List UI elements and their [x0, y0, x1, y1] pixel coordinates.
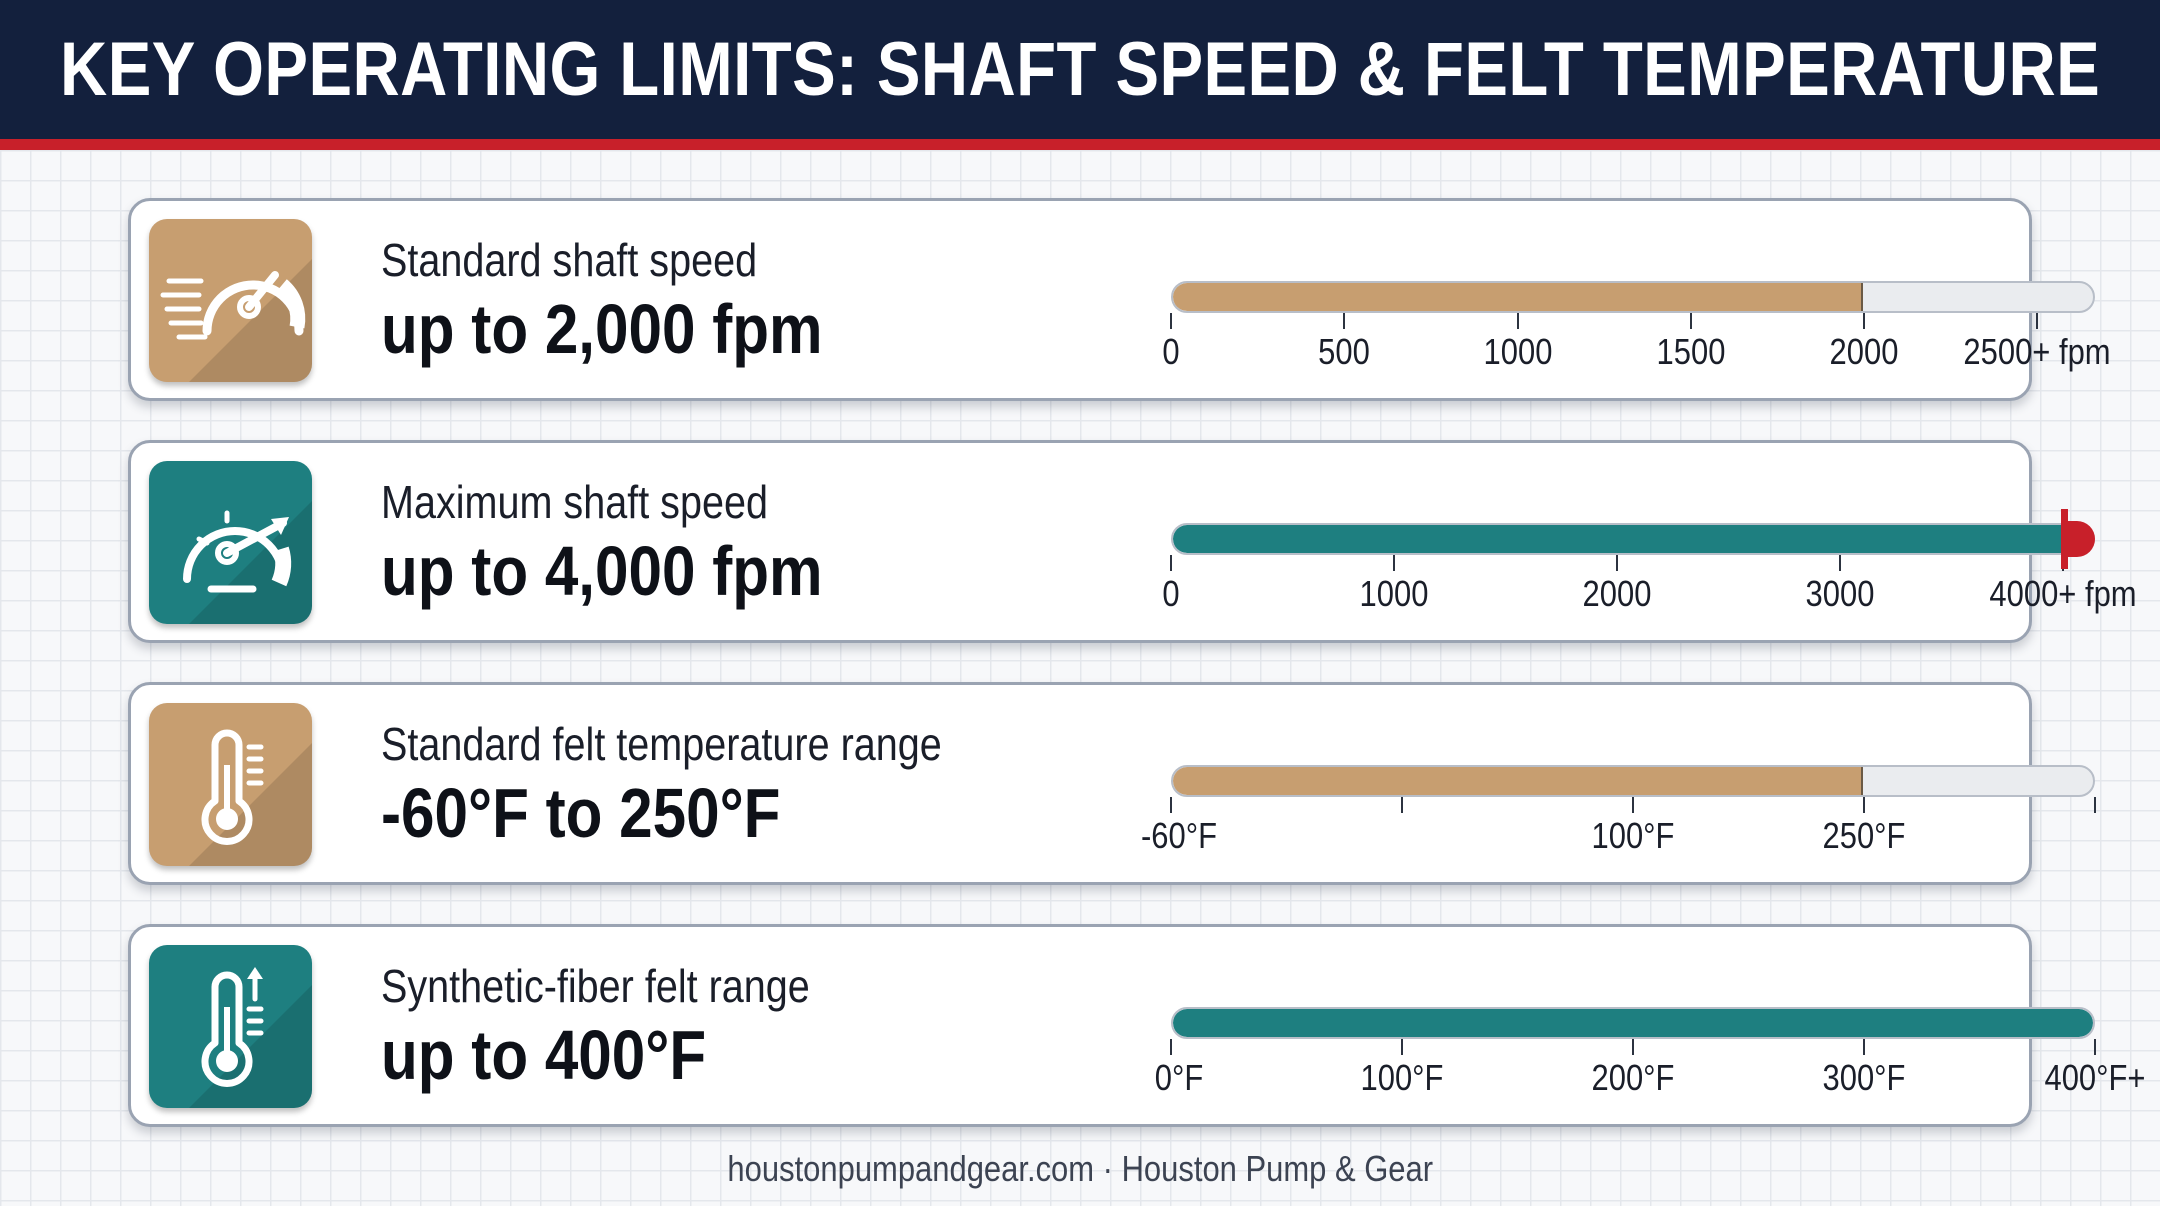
card-value: up to 2,000 fpm [381, 290, 823, 368]
gauge-tick [1516, 313, 1519, 329]
card-label: Synthetic-fiber felt range [381, 960, 810, 1012]
gauge-track [1171, 1007, 2095, 1039]
gauge-tick [2094, 1039, 2096, 1055]
max-speed-gauge: 0 1000 2000 3000 4000+ fpm [1131, 503, 2137, 614]
gauge-tick-label: 1000 [1483, 331, 1552, 372]
gauge-tick [1393, 555, 1396, 571]
gauge-tick-label: 4000+ fpm [1989, 573, 2137, 614]
gauge-tick [1170, 1039, 1172, 1055]
gauge-tick-label: 250°F [1822, 815, 1906, 856]
card-label: Standard shaft speed [381, 234, 758, 286]
card-standard-shaft-speed: Standard shaft speed up to 2,000 fpm 0 50… [128, 198, 2111, 401]
card-value: up to 4,000 fpm [381, 532, 823, 610]
gauge-track [1171, 523, 2095, 555]
footer-credit: houstonpumpandgear.com · Houston Pump & … [0, 1148, 2160, 1190]
gauge-tick-label: 3000 [1805, 573, 1875, 614]
thermometer-icon [149, 703, 312, 866]
gauge-tick-label: 200°F [1591, 1057, 1675, 1098]
card-standard-felt-temperature: Standard felt temperature range -60°F to… [128, 682, 2096, 885]
gauge-fill [1173, 525, 2093, 553]
gauge-tick-label: 100°F [1591, 815, 1675, 856]
gauge-tick [1616, 555, 1619, 571]
speedometer-icon [149, 461, 312, 624]
gauge-tick [1170, 797, 1172, 813]
gauge-track [1171, 281, 2095, 313]
gauge-fill [1173, 1009, 2093, 1037]
gauge-tick-label: 0 [1162, 573, 1180, 614]
thermometer-up-icon [149, 945, 312, 1108]
gauge-tick [1863, 313, 1865, 329]
gauge-tick [2036, 313, 2039, 329]
gauge-tick [1863, 1039, 1865, 1055]
gauge-tick [1863, 797, 1865, 813]
gauge-tick [1689, 313, 1692, 329]
card-value: up to 400°F [381, 1016, 707, 1094]
speed-gauge: 0 500 1000 1500 2000 2500+ fpm [1131, 261, 2111, 372]
gauge-tick-label: 0 [1162, 331, 1180, 372]
felt-temperature-gauge: -60°F 100°F 250°F [1131, 745, 2096, 856]
gauge-tick-label: 2500+ fpm [1963, 331, 2111, 372]
card-maximum-shaft-speed: Maximum shaft speed up to 4,000 fpm 0 100… [128, 440, 2137, 643]
gauge-tick-label: 0°F [1154, 1057, 1204, 1098]
header-banner: KEY OPERATING LIMITS: SHAFT SPEED & FELT… [0, 0, 2160, 150]
gauge-track [1171, 765, 2095, 797]
gauge-tick-label: 2000 [1582, 573, 1652, 614]
gauge-fill [1173, 767, 1863, 795]
card-synthetic-fiber-felt: Synthetic-fiber felt range up to 400°F 0… [128, 924, 2146, 1127]
gauge-tick-label: 300°F [1822, 1057, 1906, 1098]
gauge-tick [1401, 797, 1403, 813]
footer-text: houstonpumpandgear.com · Houston Pump & … [727, 1148, 1433, 1189]
gauge-fill [1173, 283, 1863, 311]
gauge-tick-label: 500 [1318, 331, 1371, 372]
gauge-tick [1401, 1039, 1403, 1055]
gauge-tick [1170, 313, 1172, 329]
gauge-tick [1632, 1039, 1634, 1055]
card-value: -60°F to 250°F [381, 774, 781, 852]
gauge-tick [2094, 797, 2096, 813]
gauge-tick [1632, 797, 1634, 813]
gauge-tick-label: 1500 [1656, 331, 1726, 372]
limit-marker [2061, 509, 2068, 569]
gauge-tick [1343, 313, 1346, 329]
gauge-tick-label: 2000 [1829, 331, 1899, 372]
gauge-tick-label: -60°F [1140, 815, 1218, 856]
speedometer-motion-icon [149, 219, 312, 382]
gauge-tick-label: 1000 [1359, 573, 1429, 614]
synthetic-felt-gauge: 0°F 100°F 200°F 300°F 400°F+ [1131, 987, 2146, 1098]
card-label: Maximum shaft speed [381, 476, 768, 528]
gauge-tick-label: 400°F+ [2044, 1057, 2146, 1098]
gauge-tick-label: 100°F [1360, 1057, 1444, 1098]
card-label: Standard felt temperature range [381, 718, 942, 770]
gauge-tick [1839, 555, 1842, 571]
gauge-tick [1170, 555, 1172, 571]
page-title: KEY OPERATING LIMITS: SHAFT SPEED & FELT… [59, 27, 2101, 112]
